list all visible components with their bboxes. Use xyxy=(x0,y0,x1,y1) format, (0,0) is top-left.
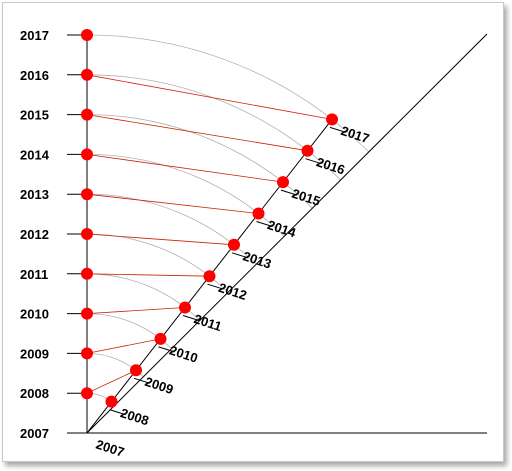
projection-arc xyxy=(86,114,313,209)
diagonal-year-label: 2014 xyxy=(266,217,299,240)
axis-year-label: 2015 xyxy=(20,108,49,123)
diagonal-point-2016 xyxy=(301,144,314,157)
diagonal-year-label: 2008 xyxy=(119,405,151,428)
labels: 2007 2008 2009 2010 2011 2012 2013 2014 2015 2016… xyxy=(20,28,371,460)
axis-point-2015 xyxy=(81,108,93,121)
diagonal-year-label: 2017 xyxy=(339,123,371,146)
diagonal-connectors xyxy=(109,126,347,416)
diagonal-point-2011 xyxy=(179,301,191,314)
axis-point-2008 xyxy=(81,387,93,400)
label-leader xyxy=(305,158,322,165)
hatch-line xyxy=(86,74,333,120)
diagonal-point-2014 xyxy=(252,207,265,220)
diagonal-point-2008 xyxy=(105,395,118,408)
diagonal-point-2013 xyxy=(228,238,240,251)
hatch-line xyxy=(86,233,235,246)
diagonal-year-label: 2016 xyxy=(315,154,347,177)
label-leader xyxy=(231,252,249,259)
axis-point-2013 xyxy=(81,188,93,201)
outer-diagonal-line xyxy=(86,33,488,434)
diagonal-year-label: 2007 xyxy=(94,437,126,460)
label-leader xyxy=(182,315,200,321)
label-leader xyxy=(329,126,347,133)
hatch-line xyxy=(86,307,186,314)
label-leader xyxy=(158,346,175,353)
hatch-line xyxy=(86,369,137,394)
projection-arc xyxy=(86,34,369,152)
axis-point-2014 xyxy=(81,148,93,161)
diagonal-point-2015 xyxy=(277,176,289,189)
hatch-line xyxy=(86,338,161,354)
diagonal-year-label: 2011 xyxy=(192,311,223,334)
axis-year-label: 2014 xyxy=(20,147,50,162)
projection-arc xyxy=(86,154,285,237)
axis-point-2012 xyxy=(81,228,93,240)
hatch-line xyxy=(86,154,284,183)
diagonal-year-label: 2010 xyxy=(168,342,200,365)
data-points xyxy=(81,29,338,408)
diagonal-year-label: 2015 xyxy=(290,186,322,209)
projection-arc xyxy=(86,273,200,321)
diagonal-point-2012 xyxy=(203,270,216,283)
diagonal-point-2017 xyxy=(326,113,338,126)
label-leader xyxy=(109,409,126,416)
projection-arcs xyxy=(86,34,369,406)
projection-arc xyxy=(86,74,341,180)
diagonal-point-2010 xyxy=(154,332,167,345)
axis-point-2017 xyxy=(81,29,93,41)
label-leader xyxy=(280,189,298,196)
axis-year-label: 2016 xyxy=(20,68,49,83)
label-leader xyxy=(133,377,151,384)
axis-point-2016 xyxy=(81,68,93,81)
hatch-line xyxy=(86,273,210,277)
axis-point-2010 xyxy=(81,307,93,320)
axis-year-label: 2013 xyxy=(20,187,49,202)
diagonal-point-2009 xyxy=(130,364,142,377)
axis-year-label: 2011 xyxy=(20,267,48,282)
hatch-line xyxy=(86,193,259,214)
axis-year-label: 2009 xyxy=(20,346,49,361)
label-leader xyxy=(256,221,273,227)
hatch-lines xyxy=(86,74,333,434)
hatch-line xyxy=(86,114,308,152)
axis-year-label: 2017 xyxy=(20,28,49,43)
label-leader xyxy=(207,283,224,290)
diagonal-year-label: 2009 xyxy=(143,374,175,397)
axis-year-label: 2012 xyxy=(20,227,49,242)
projection-arc xyxy=(86,193,257,265)
axis-point-2009 xyxy=(81,347,93,360)
axis-year-label: 2010 xyxy=(20,307,49,322)
axis-point-2011 xyxy=(81,267,93,280)
axis-year-label: 2008 xyxy=(20,386,49,401)
axis-year-label: 2007 xyxy=(20,426,49,441)
